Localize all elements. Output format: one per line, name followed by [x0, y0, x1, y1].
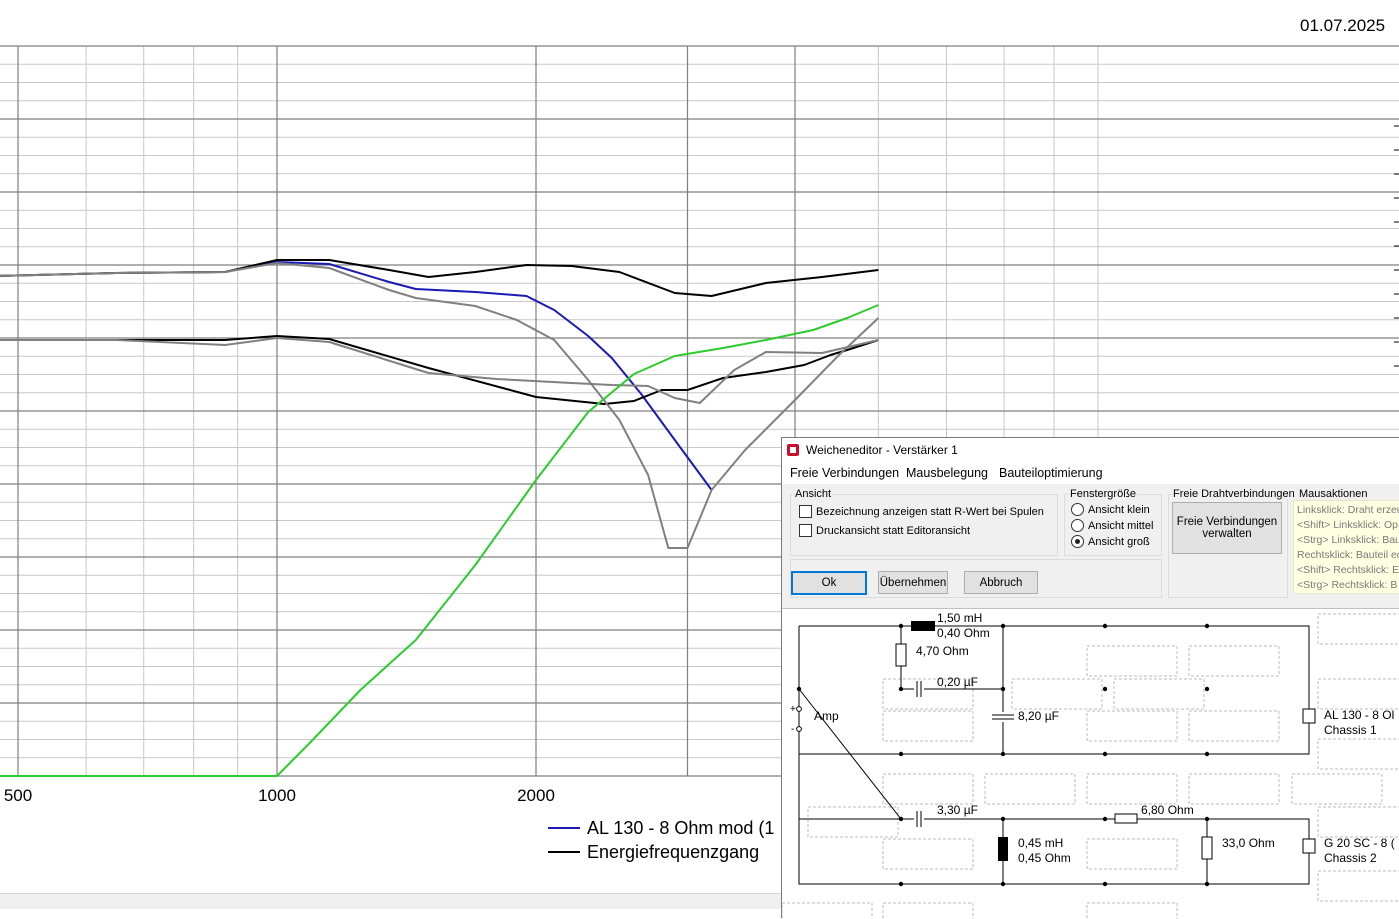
- weicheneditor-dialog: Weicheneditor - Verstärker 1 Freie Verbi…: [781, 437, 1399, 919]
- button-row-group: [790, 559, 1162, 598]
- capacitor-c3-icon[interactable]: [914, 811, 924, 827]
- placeholder-slots: [782, 613, 1399, 919]
- freie-verbindungen-verwalten-button[interactable]: Freie Verbindungen verwalten: [1172, 502, 1282, 554]
- crossover-schematic[interactable]: + - Amp 1,50 mH 0,40 Ohm 4,70 Ohm 0,20 µ…: [782, 609, 1399, 919]
- app-icon: [787, 444, 799, 456]
- driver-1-icon[interactable]: [1302, 708, 1316, 724]
- legend-entry-energiefrequenzgang: Energiefrequenzgang: [548, 840, 774, 864]
- series-line-2: [0, 335, 879, 405]
- driver-2-chassis: Chassis 2: [1324, 851, 1377, 865]
- series-line-0: [0, 261, 713, 491]
- dialog-menubar: Freie Verbindungen Mausbelegung Bauteilo…: [782, 462, 1399, 484]
- driver-1-name: AL 130 - 8 Ol: [1324, 708, 1394, 722]
- freie-verbindungen-button-line2: verwalten: [1202, 528, 1252, 540]
- l1-value: 1,50 mH: [937, 611, 982, 625]
- hint-line: Rechtsklick: Bauteil ed: [1297, 549, 1399, 561]
- legend-label-energiefrequenzgang: Energiefrequenzgang: [587, 841, 760, 862]
- drahtverbindungen-group-title: Freie Drahtverbindungen: [1172, 488, 1296, 500]
- radio-ansicht-gross[interactable]: Ansicht groß: [1071, 535, 1150, 548]
- radio-ansicht-gross-label: Ansicht groß: [1088, 535, 1150, 548]
- bottom-scrollbar[interactable]: [0, 893, 782, 909]
- x-tick-label: 1000: [258, 786, 296, 805]
- x-tick-label: 500: [4, 786, 32, 805]
- hint-line: <Shift> Linksklick: Op: [1297, 519, 1398, 531]
- checkbox-druckansicht-box[interactable]: [799, 524, 812, 537]
- inductor-l1-icon[interactable]: [911, 621, 935, 631]
- fenstergroesse-group-title: Fenstergröße: [1069, 488, 1138, 500]
- amp-minus: -: [791, 724, 794, 735]
- dialog-titlebar[interactable]: Weicheneditor - Verstärker 1: [782, 438, 1399, 462]
- hint-line: <Strg> Rechtsklick: B: [1297, 579, 1398, 591]
- x-tick-label: 2000: [517, 786, 555, 805]
- freie-verbindungen-button-line1: Freie Verbindungen: [1176, 516, 1278, 528]
- r2-value: 6,80 Ohm: [1141, 803, 1194, 817]
- menu-bauteiloptimierung[interactable]: Bauteiloptimierung: [999, 466, 1103, 480]
- menu-freie-verbindungen[interactable]: Freie Verbindungen: [790, 466, 900, 480]
- resistor-r3-icon[interactable]: [1201, 836, 1213, 860]
- c2-value: 8,20 µF: [1018, 709, 1059, 723]
- radio-ansicht-klein[interactable]: Ansicht klein: [1071, 503, 1150, 516]
- legend-label-al130: AL 130 - 8 Ohm mod (1: [587, 817, 775, 838]
- radio-ansicht-klein-label: Ansicht klein: [1088, 503, 1150, 516]
- legend-swatch-blue: [548, 827, 580, 829]
- l2-resistance: 0,45 Ohm: [1018, 851, 1071, 865]
- checkbox-bezeichnung-box[interactable]: [799, 505, 812, 518]
- menu-mausbelegung[interactable]: Mausbelegung: [906, 466, 989, 480]
- legend-swatch-black: [548, 851, 580, 853]
- capacitor-c1-icon[interactable]: [914, 681, 924, 697]
- ansicht-group-title: Ansicht: [794, 488, 833, 500]
- mausaktionen-hints: Linksklick: Draht erzeu <Shift> Linkskli…: [1293, 500, 1399, 594]
- ok-button[interactable]: Ok: [791, 571, 867, 595]
- r1-value: 4,70 Ohm: [916, 644, 969, 658]
- chart-legend: AL 130 - 8 Ohm mod (1 Energiefrequenzgan…: [548, 816, 774, 864]
- c1-value: 0,20 µF: [937, 675, 978, 689]
- legend-entry-al130: AL 130 - 8 Ohm mod (1: [548, 816, 774, 840]
- resistor-r1-icon[interactable]: [895, 643, 907, 667]
- c3-value: 3,30 µF: [937, 803, 978, 817]
- inductor-l2-icon[interactable]: [998, 837, 1008, 861]
- radio-ansicht-mittel-label: Ansicht mittel: [1088, 519, 1154, 532]
- radio-ansicht-mittel[interactable]: Ansicht mittel: [1071, 519, 1153, 532]
- junction-dots: [796, 623, 1210, 887]
- apply-button[interactable]: Übernehmen: [878, 571, 948, 594]
- ansicht-group: [790, 494, 1058, 556]
- checkbox-bezeichnung[interactable]: Bezeichnung anzeigen statt R-Wert bei Sp…: [799, 505, 1044, 518]
- mausaktionen-group-title: Mausaktionen: [1298, 488, 1369, 500]
- date-label: 01.07.2025: [1300, 16, 1386, 35]
- series-line-5: [276, 304, 879, 777]
- checkbox-druckansicht[interactable]: Druckansicht statt Editoransicht: [799, 524, 970, 537]
- driver-2-icon[interactable]: [1302, 838, 1316, 854]
- dialog-title: Weicheneditor - Verstärker 1: [806, 443, 958, 457]
- amp-label: Amp: [814, 709, 839, 723]
- capacitor-c2-icon[interactable]: [992, 712, 1014, 722]
- hint-line: <Shift> Rechtsklick: E: [1297, 564, 1399, 576]
- l2-value: 0,45 mH: [1018, 836, 1063, 850]
- radio-ansicht-klein-dot[interactable]: [1071, 503, 1084, 516]
- amp-plus: +: [790, 704, 796, 715]
- resistor-r2-icon[interactable]: [1114, 813, 1138, 824]
- amp-terminals: [796, 706, 802, 732]
- checkbox-druckansicht-label: Druckansicht statt Editoransicht: [816, 524, 971, 537]
- hint-line: Linksklick: Draht erzeu: [1297, 504, 1399, 516]
- radio-ansicht-gross-dot[interactable]: [1071, 535, 1084, 548]
- r3-value: 33,0 Ohm: [1222, 836, 1275, 850]
- checkbox-bezeichnung-label: Bezeichnung anzeigen statt R-Wert bei Sp…: [816, 505, 1044, 518]
- series-line-1: [0, 259, 879, 297]
- radio-ansicht-mittel-dot[interactable]: [1071, 519, 1084, 532]
- series-line-4: [0, 262, 880, 549]
- schematic-canvas[interactable]: + - Amp 1,50 mH 0,40 Ohm 4,70 Ohm 0,20 µ…: [782, 608, 1399, 919]
- driver-1-chassis: Chassis 1: [1324, 723, 1377, 737]
- l1-resistance: 0,40 Ohm: [937, 626, 990, 640]
- hint-line: <Strg> Linksklick: Bau: [1297, 534, 1399, 546]
- driver-2-name: G 20 SC - 8 (: [1324, 836, 1395, 850]
- cancel-button[interactable]: Abbruch: [964, 571, 1038, 594]
